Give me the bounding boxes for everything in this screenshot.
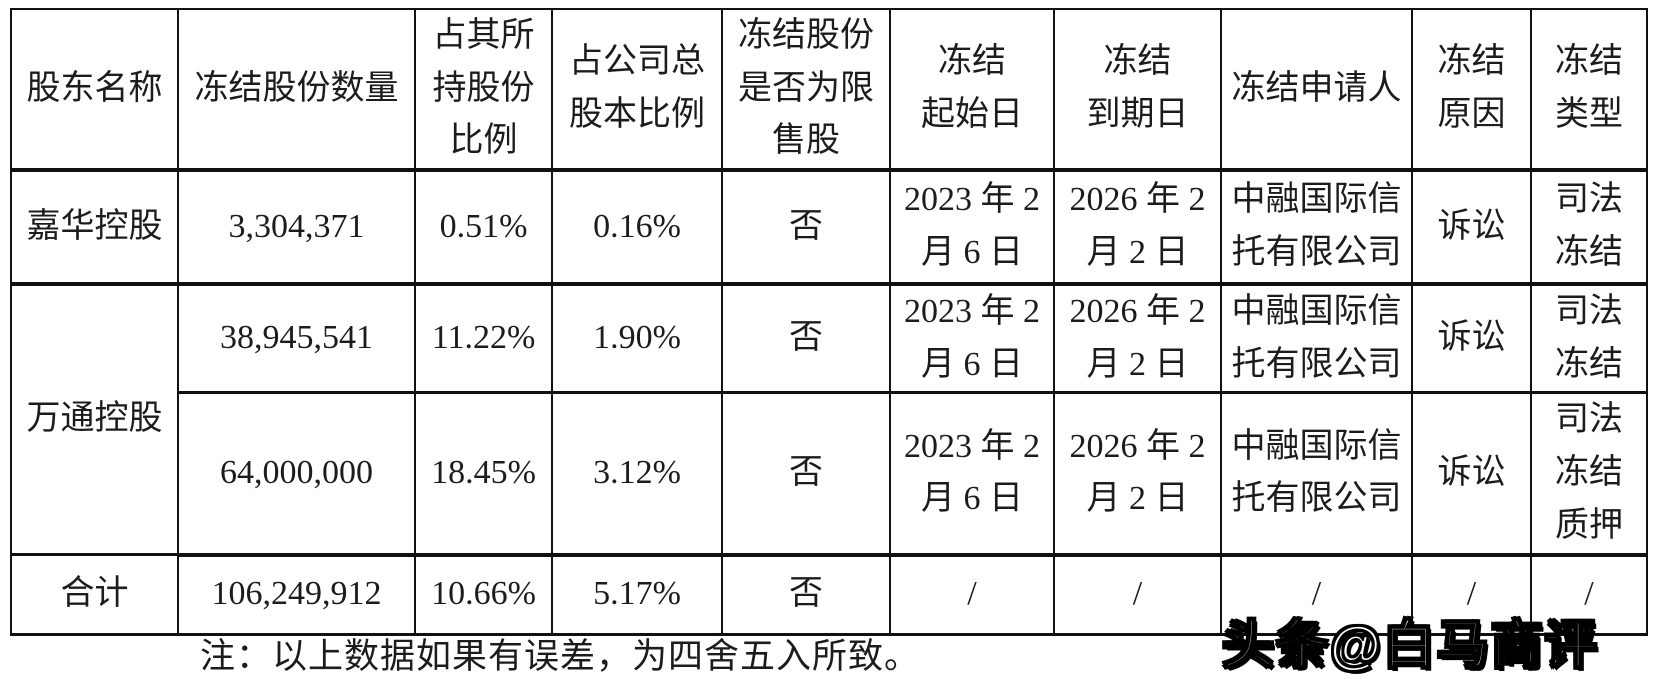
cell-start-date: 2023 年 2 月 6 日: [889, 391, 1055, 557]
cell-applicant: 中融国际信 托有限公司: [1220, 391, 1413, 557]
cell-reason: /: [1411, 553, 1532, 636]
cell-start-date: /: [889, 553, 1055, 636]
header-pct-of-holding: 占其所 持股份 比例: [414, 7, 553, 173]
cell-pct-of-holding: 0.51%: [414, 169, 553, 287]
cell-applicant: /: [1220, 553, 1413, 636]
cell-restricted: 否: [721, 391, 891, 557]
cell-reason: 诉讼: [1411, 169, 1532, 287]
cell-pct-of-total: 0.16%: [551, 169, 723, 287]
cell-shareholder-merged: 万通控股: [10, 283, 179, 557]
cell-frozen-shares: 3,304,371: [177, 169, 416, 287]
cell-end-date: 2026 年 2 月 2 日: [1053, 169, 1222, 287]
cell-shareholder: 嘉华控股: [10, 169, 179, 287]
header-type: 冻结 类型: [1530, 7, 1648, 173]
cell-type: 司法 冻结: [1530, 169, 1648, 287]
cell-end-date: 2026 年 2 月 2 日: [1053, 391, 1222, 557]
header-end-date: 冻结 到期日: [1053, 7, 1222, 173]
header-reason: 冻结 原因: [1411, 7, 1532, 173]
table-row: 64,000,000 18.45% 3.12% 否 2023 年 2 月 6 日…: [11, 391, 1648, 557]
cell-type: 司法 冻结: [1530, 283, 1648, 395]
header-start-date: 冻结 起始日: [889, 7, 1055, 173]
frozen-shares-table: 股东名称 冻结股份数量 占其所 持股份 比例 占公司总 股本比例 冻结股份 是否…: [10, 7, 1648, 636]
cell-pct-of-holding: 11.22%: [414, 283, 553, 395]
header-shareholder: 股东名称: [10, 7, 179, 173]
cell-applicant: 中融国际信 托有限公司: [1220, 169, 1413, 287]
table-row: 万通控股 38,945,541 11.22% 1.90% 否 2023 年 2 …: [10, 283, 1648, 557]
cell-frozen-shares: 64,000,000: [177, 391, 416, 557]
table-row: 嘉华控股 3,304,371 0.51% 0.16% 否 2023 年 2 月 …: [10, 169, 1648, 287]
cell-total-label: 合计: [10, 553, 179, 636]
cell-pct-of-total: 5.17%: [551, 553, 723, 636]
cell-pct-of-holding: 10.66%: [414, 553, 553, 636]
cell-pct-of-total: 1.90%: [551, 283, 723, 395]
header-applicant: 冻结申请人: [1220, 7, 1413, 173]
header-frozen-shares: 冻结股份数量: [177, 7, 416, 173]
cell-pct-of-total: 3.12%: [551, 391, 723, 557]
cell-frozen-shares: 38,945,541: [177, 283, 416, 395]
cell-restricted: 否: [721, 553, 891, 636]
table-total-row: 合计 106,249,912 10.66% 5.17% 否 / / / / /: [10, 553, 1648, 636]
cell-reason: 诉讼: [1411, 391, 1532, 557]
cell-restricted: 否: [721, 169, 891, 287]
cell-reason: 诉讼: [1411, 283, 1532, 395]
rounding-note: 注：以上数据如果有误差，为四舍五入所致。: [200, 637, 921, 676]
cell-type: /: [1530, 553, 1648, 636]
cell-start-date: 2023 年 2 月 6 日: [889, 169, 1055, 287]
cell-frozen-shares: 106,249,912: [177, 553, 416, 636]
table-header-row: 股东名称 冻结股份数量 占其所 持股份 比例 占公司总 股本比例 冻结股份 是否…: [10, 7, 1648, 173]
header-pct-of-total: 占公司总 股本比例: [551, 7, 723, 173]
cell-applicant: 中融国际信 托有限公司: [1220, 283, 1413, 395]
cell-end-date: 2026 年 2 月 2 日: [1053, 283, 1222, 395]
cell-start-date: 2023 年 2 月 6 日: [889, 283, 1055, 395]
cell-restricted: 否: [721, 283, 891, 395]
cell-end-date: /: [1053, 553, 1222, 636]
cell-type: 司法 冻结 质押: [1530, 391, 1648, 557]
header-restricted: 冻结股份 是否为限 售股: [721, 7, 891, 173]
cell-pct-of-holding: 18.45%: [414, 391, 553, 557]
